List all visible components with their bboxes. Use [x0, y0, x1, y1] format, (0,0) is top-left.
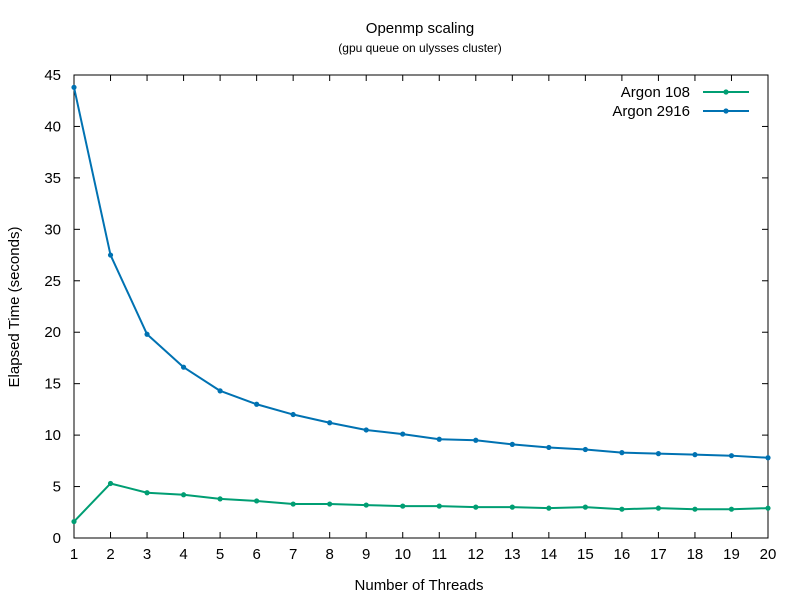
data-point [473, 437, 479, 443]
data-point [436, 436, 442, 442]
y-axis-label: Elapsed Time (seconds) [6, 227, 23, 388]
data-point [473, 504, 479, 510]
data-point [546, 505, 552, 511]
x-tick-label: 15 [577, 546, 594, 563]
x-axis-label: Number of Threads [355, 577, 484, 594]
legend: Argon 108 Argon 2916 [612, 84, 749, 120]
legend-label: Argon 108 [621, 84, 690, 101]
y-tick-label: 10 [44, 427, 61, 444]
data-point [144, 490, 150, 496]
data-point [107, 252, 114, 258]
data-point [546, 444, 552, 451]
plot-frame [73, 74, 769, 539]
x-tick-label: 8 [326, 546, 334, 563]
x-axis-ticks: 1 2 3 4 5 6 7 8 9 10 11 12 13 14 15 16 17 18 19 20 [70, 75, 777, 563]
legend-swatch-point [723, 108, 729, 114]
data-point [290, 411, 296, 418]
data-point [582, 446, 588, 453]
x-tick-label: 18 [687, 546, 704, 563]
data-point [327, 501, 333, 507]
x-tick-label: 12 [467, 546, 484, 563]
y-tick-label: 25 [44, 273, 61, 290]
data-point [728, 506, 735, 512]
data-point [655, 451, 662, 457]
y-tick-label: 0 [53, 530, 61, 547]
data-point [327, 420, 333, 426]
series-1 [71, 84, 771, 461]
data-point [655, 505, 662, 511]
y-tick-label: 20 [44, 324, 61, 341]
series-0 [71, 480, 771, 525]
data-point [509, 441, 515, 447]
y-tick-label: 15 [44, 376, 61, 393]
data-point [400, 503, 406, 509]
data-point [107, 480, 114, 487]
data-point [619, 450, 625, 456]
data-point [692, 506, 698, 512]
data-point [765, 505, 771, 511]
y-tick-label: 45 [44, 67, 61, 84]
y-tick-label: 40 [44, 118, 61, 135]
x-tick-label: 2 [106, 546, 114, 563]
data-point [71, 84, 77, 90]
data-point [509, 504, 515, 510]
data-point [290, 501, 296, 507]
x-tick-label: 17 [650, 546, 667, 563]
legend-label: Argon 2916 [612, 103, 690, 120]
x-tick-label: 11 [431, 546, 447, 563]
data-point [400, 431, 406, 437]
y-axis-ticks: 0 5 10 15 20 25 30 35 40 45 [44, 67, 768, 547]
data-point [144, 331, 150, 337]
legend-item: Argon 108 [621, 84, 749, 101]
x-tick-label: 13 [504, 546, 521, 563]
data-point [217, 388, 223, 394]
data-point [363, 502, 369, 508]
x-tick-label: 5 [216, 546, 224, 563]
series-layer [71, 84, 771, 525]
y-tick-label: 5 [53, 479, 61, 496]
data-point [363, 427, 369, 433]
x-tick-label: 16 [614, 546, 631, 563]
data-point [692, 452, 698, 458]
x-tick-label: 1 [70, 546, 78, 563]
x-tick-label: 10 [394, 546, 411, 563]
data-point [254, 498, 260, 504]
y-tick-label: 30 [44, 221, 61, 238]
data-point [728, 453, 735, 459]
series-line [73, 482, 769, 523]
legend-swatch-point [723, 89, 729, 95]
data-point [765, 455, 771, 461]
legend-item: Argon 2916 [612, 103, 749, 120]
data-point [254, 401, 260, 407]
x-tick-label: 19 [723, 546, 740, 563]
series-line [73, 87, 769, 459]
chart-title: Openmp scaling [366, 20, 474, 37]
x-tick-label: 6 [252, 546, 260, 563]
x-tick-label: 9 [362, 546, 370, 563]
data-point [436, 503, 442, 509]
x-tick-label: 7 [289, 546, 297, 563]
x-tick-label: 4 [179, 546, 187, 563]
data-point [217, 496, 223, 502]
data-point [619, 506, 625, 512]
chart-subtitle: (gpu queue on ulysses cluster) [338, 41, 501, 55]
y-tick-label: 35 [44, 170, 61, 187]
data-point [180, 492, 187, 498]
data-point [582, 504, 588, 510]
data-point [71, 518, 77, 525]
x-tick-label: 14 [540, 546, 557, 563]
x-tick-label: 3 [143, 546, 151, 563]
data-point [180, 364, 187, 370]
x-tick-label: 20 [760, 546, 777, 563]
